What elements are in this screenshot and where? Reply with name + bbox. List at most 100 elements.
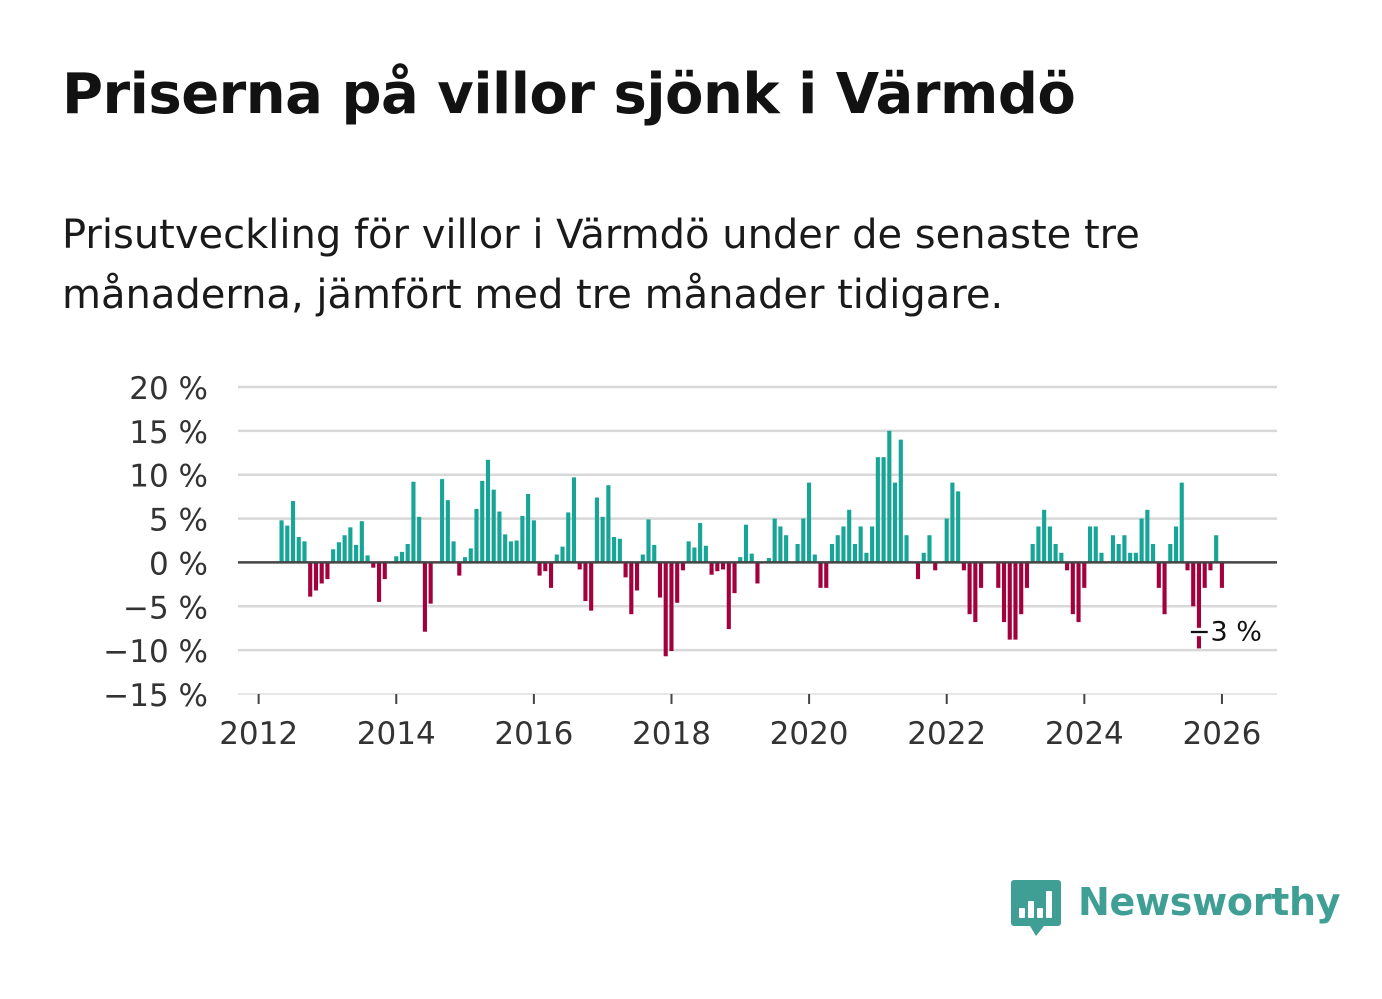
bar <box>1145 509 1150 563</box>
bar <box>302 541 307 563</box>
bar <box>474 508 479 563</box>
bar <box>1110 535 1116 563</box>
bar <box>342 535 347 563</box>
bar <box>1036 526 1041 563</box>
bar <box>807 482 812 563</box>
bar <box>417 516 422 563</box>
bar <box>1030 544 1035 563</box>
bar <box>612 536 617 563</box>
bars <box>279 430 1224 657</box>
bar <box>915 562 921 580</box>
bar <box>468 548 473 563</box>
bar <box>376 562 382 602</box>
bar <box>766 558 771 563</box>
x-tick-label: 2024 <box>1045 716 1124 752</box>
bar <box>331 549 336 563</box>
bar <box>657 562 663 598</box>
bar <box>457 562 462 576</box>
bar <box>336 542 341 563</box>
bar <box>749 553 754 563</box>
bar <box>818 562 823 588</box>
labels: −15 % −10 % −5 % 0 % 5 % 10 % 15 % 20 % 2012 2014… <box>103 371 1265 752</box>
bar <box>1214 535 1219 563</box>
bar <box>1007 562 1012 640</box>
bar <box>870 526 875 563</box>
bar <box>313 562 319 591</box>
bar <box>738 557 743 563</box>
bar <box>675 562 680 603</box>
bar <box>812 554 817 563</box>
bar <box>640 554 645 563</box>
bar <box>617 538 622 563</box>
bar <box>462 557 468 563</box>
bar <box>709 562 714 575</box>
bar <box>491 489 496 563</box>
bar <box>680 562 685 571</box>
y-tick-label: −5 % <box>123 590 208 626</box>
bar <box>325 562 330 580</box>
bar <box>1219 562 1224 588</box>
bar <box>726 562 731 630</box>
chart-title: Priserna på villor sjönk i Värmdö <box>62 62 1076 127</box>
bar <box>1116 544 1121 563</box>
bar <box>1013 562 1018 640</box>
bar <box>1133 552 1138 563</box>
x-tick-label: 2020 <box>770 716 849 752</box>
bar <box>663 562 668 657</box>
bar <box>1168 544 1173 563</box>
bar <box>348 527 353 563</box>
bar <box>1208 562 1213 571</box>
bar <box>594 497 599 563</box>
bar <box>1070 562 1075 615</box>
bar <box>365 555 370 563</box>
bar <box>1191 562 1196 607</box>
bar <box>698 522 703 563</box>
x-tick-label: 2022 <box>907 716 986 752</box>
bar <box>646 519 651 563</box>
bar <box>445 500 450 563</box>
bar <box>996 562 1001 588</box>
bar <box>503 534 508 563</box>
bar <box>1024 562 1030 588</box>
bar <box>394 556 399 563</box>
bar <box>967 562 972 615</box>
bar <box>583 562 588 602</box>
bar <box>921 552 926 563</box>
bar <box>772 518 777 563</box>
bar <box>732 562 737 594</box>
bar <box>1173 526 1179 563</box>
bar <box>686 541 691 563</box>
bar <box>1139 518 1144 563</box>
bar <box>285 525 290 563</box>
bar <box>296 536 301 563</box>
bar <box>1087 526 1093 563</box>
bar <box>1151 544 1156 563</box>
bar <box>1185 562 1190 571</box>
bar <box>382 562 387 580</box>
bar <box>508 541 513 563</box>
bar <box>629 562 634 615</box>
axes <box>238 561 1277 704</box>
bar <box>881 457 886 563</box>
bar <box>858 526 863 563</box>
bar <box>526 494 531 563</box>
bar <box>652 544 657 563</box>
bar <box>531 520 536 563</box>
bar <box>669 562 674 652</box>
bar <box>290 501 296 563</box>
x-tick-label: 2016 <box>494 716 573 752</box>
bar <box>1042 509 1047 563</box>
bar <box>979 562 984 588</box>
bar <box>904 535 909 563</box>
bar <box>537 562 542 576</box>
bar <box>634 562 640 591</box>
bar <box>589 562 594 611</box>
bar <box>480 480 485 563</box>
bar <box>566 512 571 563</box>
y-tick-label: 15 % <box>129 415 208 451</box>
x-tick-label: 2012 <box>219 716 298 752</box>
y-tick-label: 20 % <box>129 371 208 407</box>
bar <box>956 491 961 563</box>
bar <box>451 541 456 563</box>
bar <box>852 544 857 563</box>
